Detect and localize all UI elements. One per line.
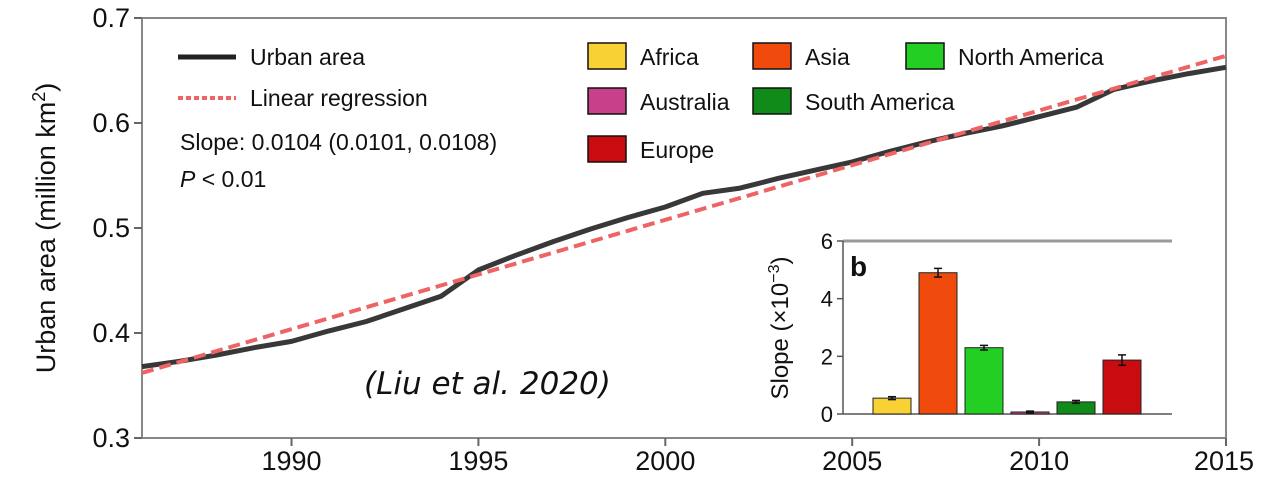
legend-north-america-swatch bbox=[905, 42, 945, 70]
legend-europe-swatch bbox=[587, 135, 627, 163]
urban-area-line bbox=[141, 64, 1227, 370]
x-tick-label: 1995 bbox=[448, 446, 508, 476]
legend-south-america-swatch bbox=[752, 87, 792, 115]
inset-panel-label: b bbox=[850, 251, 867, 282]
y-tick-label: 0.4 bbox=[92, 318, 130, 348]
legend-north-america-label: North America bbox=[958, 44, 1104, 70]
main-x-axis: 1990 1995 2000 2005 2010 2015 bbox=[261, 438, 1254, 476]
bar-europe bbox=[1102, 359, 1142, 415]
x-tick-label: 2005 bbox=[822, 446, 882, 476]
main-y-axis-title: Urban area (million km2) bbox=[29, 83, 61, 374]
legend-south-america-label: South America bbox=[805, 89, 955, 115]
citation: (Liu et al. 2020) bbox=[364, 366, 611, 402]
linear-regression-line bbox=[141, 53, 1227, 375]
legend-asia-label: Asia bbox=[805, 44, 850, 70]
y-tick-label: 0.7 bbox=[92, 3, 130, 33]
inset-bar-chart: 0 2 4 6 Slope (×10−3) b bbox=[766, 229, 1172, 427]
legend-australia-swatch bbox=[587, 87, 627, 115]
bar-africa bbox=[872, 397, 912, 415]
slope-annotation: Slope: 0.0104 (0.0101, 0.0108) bbox=[180, 129, 497, 155]
main-y-axis: 0.3 0.4 0.5 0.6 0.7 bbox=[92, 3, 142, 453]
p-value-annotation: P < 0.01 bbox=[180, 166, 266, 192]
x-tick-label: 2015 bbox=[1194, 446, 1254, 476]
main-plot-frame bbox=[141, 17, 1227, 439]
legend-urban-area-label: Urban area bbox=[250, 44, 365, 70]
inset-y-tick-label: 2 bbox=[821, 344, 833, 369]
inset-y-axis-title: Slope (×10−3) bbox=[766, 256, 794, 399]
legend-linear-regression-label: Linear regression bbox=[250, 85, 428, 111]
legend-australia-label: Australia bbox=[640, 89, 730, 115]
inset-y-tick-label: 0 bbox=[821, 402, 833, 427]
x-tick-label: 2010 bbox=[1009, 446, 1069, 476]
legend-europe-label: Europe bbox=[640, 137, 714, 163]
inset-y-axis: 0 2 4 6 bbox=[821, 229, 843, 427]
bar-north-america bbox=[964, 347, 1004, 415]
legend-asia-swatch bbox=[752, 42, 792, 70]
y-tick-label: 0.3 bbox=[92, 423, 130, 453]
inset-y-tick-label: 4 bbox=[821, 287, 833, 312]
x-tick-label: 2000 bbox=[635, 446, 695, 476]
x-tick-label: 1990 bbox=[261, 446, 321, 476]
legend-africa-label: Africa bbox=[640, 44, 699, 70]
inset-y-tick-label: 6 bbox=[821, 229, 833, 254]
inset-bars bbox=[872, 267, 1142, 415]
y-tick-label: 0.6 bbox=[92, 108, 130, 138]
legend-africa-swatch bbox=[587, 42, 627, 70]
bar-asia bbox=[918, 272, 958, 415]
y-tick-label: 0.5 bbox=[92, 213, 130, 243]
